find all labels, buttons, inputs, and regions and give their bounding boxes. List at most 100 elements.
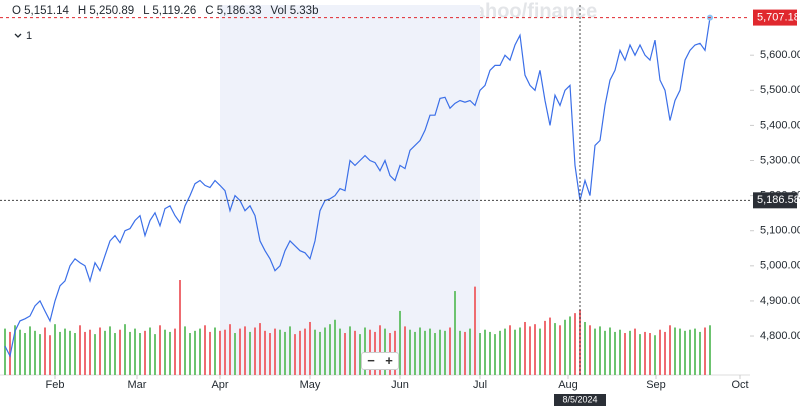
open: O 5,151.14 xyxy=(12,5,69,17)
volume-bar xyxy=(359,334,361,375)
volume-bar xyxy=(699,331,701,375)
volume-bar xyxy=(134,328,136,375)
y-tick-label: 5,000.00 xyxy=(760,260,800,272)
volume-bar xyxy=(624,333,626,375)
volume-bar xyxy=(124,324,126,375)
volume-bar xyxy=(379,325,381,375)
volume-bar xyxy=(79,325,81,375)
volume-bar xyxy=(484,329,486,375)
last-price-label: 5,707.18 xyxy=(757,11,800,23)
volume-bar xyxy=(644,331,646,375)
x-tick-label: Mar xyxy=(128,379,147,391)
interval-selector[interactable]: 1 xyxy=(14,30,32,42)
volume-bar xyxy=(524,321,526,375)
y-tick-label: 5,300.00 xyxy=(760,154,800,166)
volume-bar xyxy=(19,329,21,375)
volume-bar xyxy=(274,328,276,375)
volume-bar xyxy=(49,335,51,375)
volume-bar xyxy=(174,328,176,375)
x-tick-label: Sep xyxy=(646,379,666,391)
volume-bar xyxy=(564,319,566,375)
volume-bar xyxy=(534,324,536,375)
x-tick-label: Aug xyxy=(558,379,578,391)
zoom-out[interactable]: − xyxy=(367,353,375,368)
x-tick-label: Jun xyxy=(391,379,409,391)
volume-bar xyxy=(459,330,461,375)
volume-bar xyxy=(169,331,171,375)
x-tick-label: May xyxy=(300,379,321,391)
volume-bar xyxy=(64,328,66,375)
volume-bar xyxy=(234,333,236,375)
volume-bar xyxy=(674,327,676,375)
volume-bar xyxy=(99,327,101,375)
volume-bar xyxy=(194,330,196,375)
volume-bar xyxy=(179,280,181,375)
y-tick-label: 5,400.00 xyxy=(760,119,800,131)
volume-bar xyxy=(609,327,611,375)
volume-bar xyxy=(559,325,561,375)
volume-bar xyxy=(529,326,531,375)
volume-bar xyxy=(494,334,496,375)
volume-bar xyxy=(554,323,556,375)
volume-bar xyxy=(364,327,366,375)
volume-bar xyxy=(654,335,656,375)
volume-bar xyxy=(439,329,441,375)
volume-bar xyxy=(224,329,226,375)
volume-bar xyxy=(209,331,211,375)
volume-bar xyxy=(94,334,96,375)
volume-bar xyxy=(469,328,471,375)
volume-bar xyxy=(114,333,116,375)
volume-bar xyxy=(29,326,31,375)
volume-bar xyxy=(569,316,571,375)
volume-bar xyxy=(574,313,576,375)
volume-bar xyxy=(84,331,86,375)
volume-bar xyxy=(139,333,141,375)
volume-bar xyxy=(499,330,501,375)
volume-bar xyxy=(354,330,356,375)
last-price-box xyxy=(753,9,797,26)
volume-bar xyxy=(239,328,241,375)
volume-bar xyxy=(424,330,426,375)
y-tick-label: 4,900.00 xyxy=(760,295,800,307)
volume-bar xyxy=(144,330,146,375)
volume-bar xyxy=(464,331,466,375)
volume-bar xyxy=(269,333,271,375)
volume-bar xyxy=(684,330,686,375)
volume-bar xyxy=(689,329,691,375)
volume-bar xyxy=(704,327,706,375)
volume-bar xyxy=(309,321,311,375)
volume-bar xyxy=(334,319,336,375)
volume-bar xyxy=(639,334,641,375)
volume-bar xyxy=(329,324,331,375)
volume-bar xyxy=(589,325,591,375)
zoom-in[interactable]: + xyxy=(385,353,393,368)
volume-bar xyxy=(69,330,71,375)
volume-bar xyxy=(454,291,456,375)
ohlc-header: O 5,151.14 H 5,250.89 L 5,119.26 C 5,186… xyxy=(12,5,318,17)
volume-bar xyxy=(289,326,291,375)
crosshair-y-label: 5,186.58 xyxy=(757,194,800,206)
volume-bar xyxy=(449,327,451,375)
volume-bar xyxy=(104,330,106,375)
crosshair-y-box xyxy=(753,192,797,209)
volume-bar xyxy=(39,334,41,375)
volume-bar xyxy=(549,317,551,375)
volume-bar xyxy=(264,330,266,375)
volume-bar xyxy=(254,327,256,375)
volume-bar xyxy=(474,286,476,375)
volume-bar xyxy=(399,310,401,375)
volume-bar xyxy=(344,333,346,375)
volume-bar xyxy=(649,333,651,375)
volume-bar xyxy=(479,333,481,375)
volume-bar xyxy=(154,334,156,375)
volume-bar xyxy=(709,325,711,375)
volume-bar xyxy=(199,328,201,375)
volume-bar xyxy=(59,331,61,375)
volume-bar xyxy=(259,323,261,375)
volume-bar xyxy=(189,333,191,375)
volume-bar xyxy=(419,327,421,375)
volume-bar xyxy=(304,328,306,375)
high: H 5,250.89 xyxy=(77,5,135,17)
volume-bar xyxy=(509,325,511,375)
